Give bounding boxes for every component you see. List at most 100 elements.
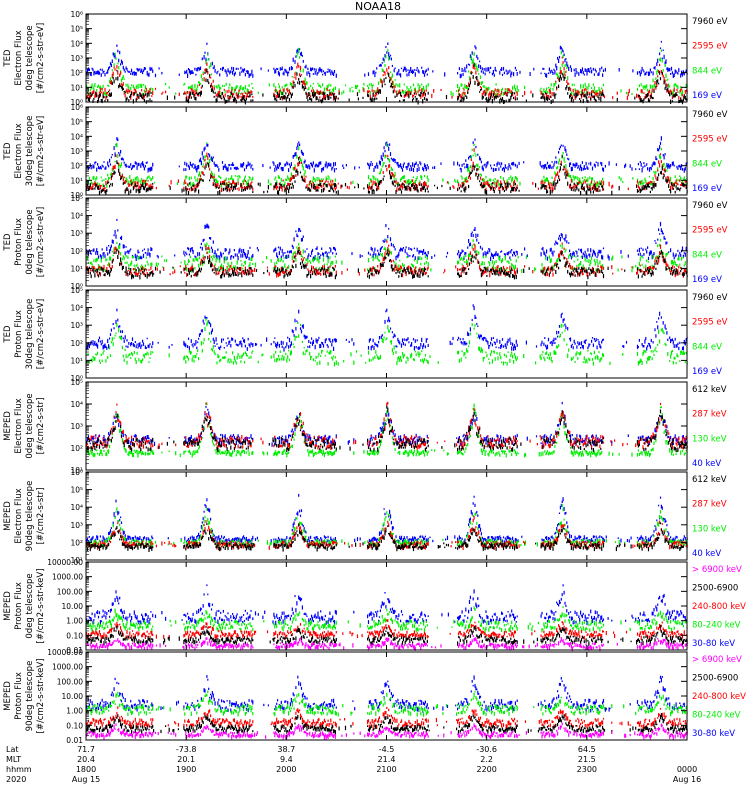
data-point <box>303 177 305 180</box>
data-point <box>312 89 314 94</box>
data-point <box>277 70 280 75</box>
data-point <box>392 90 394 94</box>
data-point <box>370 180 372 183</box>
data-point <box>499 183 501 186</box>
data-point <box>99 88 101 93</box>
data-point <box>263 190 265 194</box>
data-point <box>647 93 649 98</box>
data-point <box>128 71 130 73</box>
data-point <box>552 183 554 187</box>
data-point <box>101 266 103 270</box>
data-point <box>389 170 391 175</box>
data-point <box>568 173 570 177</box>
data-point <box>388 56 390 61</box>
data-point <box>212 255 214 258</box>
data-point <box>310 189 312 192</box>
data-point <box>395 255 397 261</box>
data-point <box>432 166 434 169</box>
data-point <box>295 258 297 262</box>
data-point <box>657 75 659 78</box>
data-point <box>675 263 677 266</box>
data-point <box>469 251 471 255</box>
data-point <box>464 261 466 264</box>
data-point <box>315 163 317 167</box>
data-point <box>193 183 195 186</box>
data-point <box>341 271 343 275</box>
data-point <box>582 167 584 171</box>
data-point <box>675 70 677 73</box>
data-point <box>143 94 145 98</box>
data-point <box>680 176 682 181</box>
data-point <box>510 95 512 100</box>
data-point <box>292 155 294 159</box>
data-point <box>189 255 191 259</box>
data-point <box>393 180 395 183</box>
data-point <box>556 173 558 176</box>
data-point <box>145 268 147 272</box>
data-point <box>189 70 191 75</box>
data-point <box>370 268 372 272</box>
data-point <box>190 164 192 167</box>
data-point <box>580 164 582 168</box>
data-point <box>422 268 424 272</box>
data-point <box>465 85 467 89</box>
data-point <box>218 266 220 271</box>
data-point <box>639 72 641 77</box>
data-point <box>590 161 592 166</box>
data-point <box>474 165 476 168</box>
data-point <box>346 185 348 189</box>
data-point <box>383 256 385 261</box>
data-point <box>608 181 610 187</box>
data-point <box>565 63 567 67</box>
data-point <box>277 68 279 70</box>
data-point <box>276 180 278 183</box>
data-point <box>249 183 251 187</box>
data-point <box>483 68 485 71</box>
data-point <box>186 267 188 272</box>
data-point <box>146 161 148 164</box>
data-point <box>548 186 550 189</box>
data-point <box>588 162 590 165</box>
data-point <box>109 163 112 166</box>
data-point <box>663 235 665 240</box>
data-point <box>391 172 393 177</box>
data-point <box>549 258 551 264</box>
data-point <box>373 257 375 260</box>
data-point <box>93 90 95 94</box>
data-point <box>394 248 396 251</box>
data-point <box>400 185 402 188</box>
data-point <box>669 179 671 184</box>
data-point <box>526 254 528 258</box>
data-point <box>570 187 572 191</box>
data-point <box>321 188 323 193</box>
data-point <box>374 97 376 100</box>
data-point <box>449 186 451 190</box>
data-point <box>242 186 244 189</box>
data-point <box>92 85 94 89</box>
data-point <box>116 137 118 141</box>
data-point <box>559 237 561 242</box>
data-point <box>238 267 240 270</box>
data-point <box>333 87 335 93</box>
data-point <box>423 186 425 190</box>
data-point <box>214 182 216 186</box>
data-point <box>511 249 513 251</box>
data-point <box>381 68 383 72</box>
data-point <box>473 166 475 171</box>
data-point <box>280 186 282 189</box>
data-point <box>308 92 310 97</box>
data-point <box>424 272 426 275</box>
data-point <box>112 76 114 80</box>
data-point <box>509 99 511 103</box>
data-point <box>185 168 187 171</box>
data-point <box>132 255 134 258</box>
data-point <box>510 167 512 170</box>
data-point <box>330 92 332 96</box>
data-point <box>677 183 679 186</box>
data-point <box>417 83 419 87</box>
data-point <box>647 266 650 270</box>
data-point <box>185 92 187 95</box>
data-point <box>395 83 397 86</box>
data-point <box>602 185 604 189</box>
data-point <box>643 185 645 189</box>
